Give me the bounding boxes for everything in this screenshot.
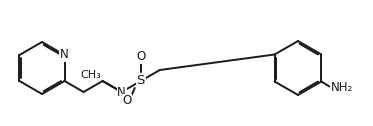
Text: N: N bbox=[60, 49, 69, 61]
Text: O: O bbox=[122, 94, 131, 107]
Text: NH₂: NH₂ bbox=[330, 81, 352, 94]
Text: S: S bbox=[137, 74, 145, 87]
Text: CH₃: CH₃ bbox=[81, 70, 101, 80]
Text: N: N bbox=[117, 86, 126, 99]
Text: O: O bbox=[136, 51, 145, 64]
